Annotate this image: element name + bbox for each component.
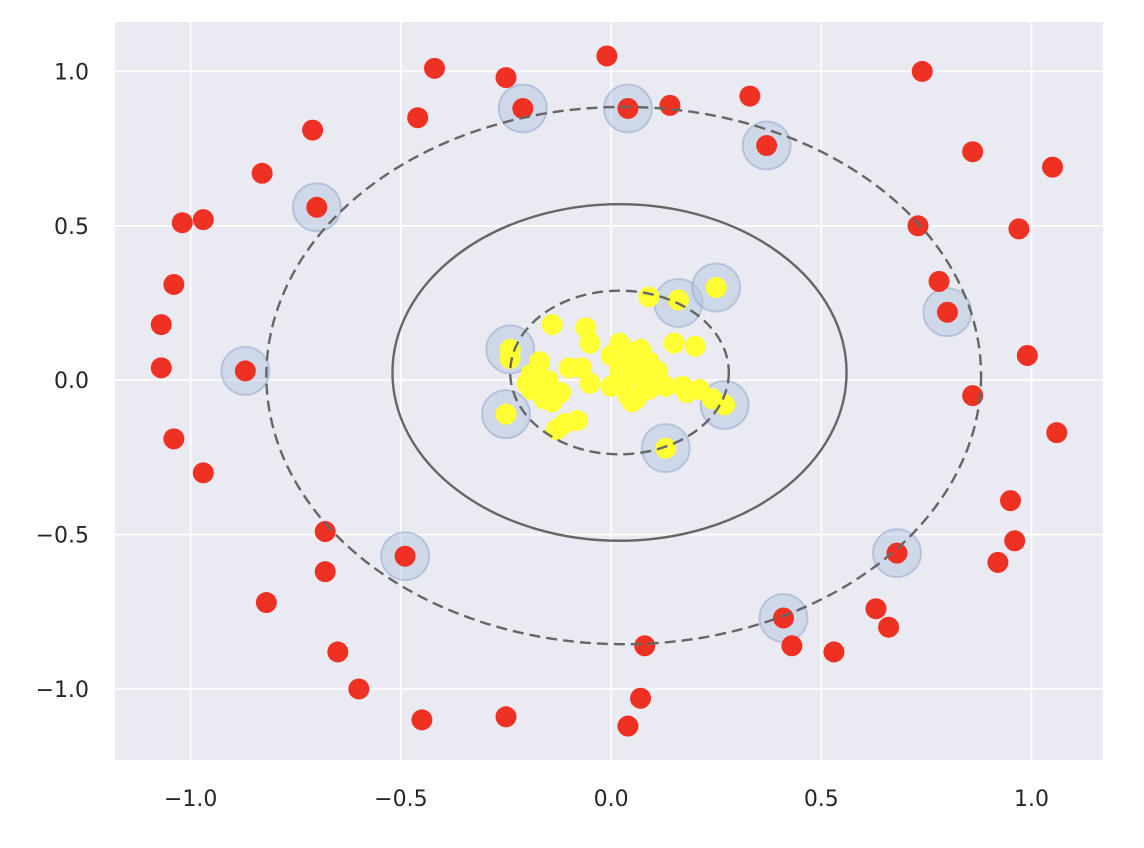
outer-class-point	[962, 385, 984, 407]
y-tick-label: −0.5	[36, 524, 89, 549]
outer-class-point	[150, 314, 172, 336]
outer-class-point	[1008, 218, 1030, 240]
outer-class-point	[928, 270, 950, 292]
inner-class-point	[495, 403, 517, 425]
inner-class-point	[638, 286, 660, 308]
inner-class-point	[714, 394, 736, 416]
inner-class-point	[566, 409, 588, 431]
outer-class-point	[192, 209, 214, 231]
outer-class-point	[1000, 490, 1022, 512]
outer-class-point	[424, 57, 446, 79]
outer-class-point	[823, 641, 845, 663]
plot-content	[150, 45, 1068, 737]
outer-class-point	[255, 592, 277, 614]
inner-class-point	[571, 357, 593, 379]
outer-class-point	[163, 428, 185, 450]
inner-class-point	[579, 372, 601, 394]
y-tick-label: 0.0	[54, 369, 89, 394]
inner-class-point	[600, 344, 622, 366]
outer-class-point	[962, 141, 984, 163]
outer-class-point	[756, 135, 778, 157]
outer-class-point	[772, 607, 794, 629]
outer-class-point	[781, 635, 803, 657]
outer-class-point	[739, 85, 761, 107]
outer-class-point	[192, 462, 214, 484]
y-tick-label: 0.5	[54, 215, 89, 240]
y-tick-labels: 1.0 0.5 0.0 −0.5 −1.0	[36, 60, 89, 703]
inner-class-point	[705, 277, 727, 299]
outer-class-point	[251, 162, 273, 184]
x-tick-label: 0.5	[804, 787, 839, 812]
outer-class-point	[150, 357, 172, 379]
x-tick-labels: −1.0 −0.5 0.0 0.5 1.0	[164, 787, 1049, 812]
inner-class-point	[579, 332, 601, 354]
inner-class-point	[600, 375, 622, 397]
outer-class-point	[495, 67, 517, 89]
contour-level-pos1	[508, 289, 731, 456]
outer-class-point	[327, 641, 349, 663]
outer-class-point	[314, 520, 336, 542]
inner-class-point	[541, 314, 563, 336]
x-tick-label: −0.5	[374, 787, 427, 812]
inner-class-point	[676, 382, 698, 404]
outer-class-point	[617, 715, 639, 737]
outer-class-point	[659, 94, 681, 116]
outer-class-point	[617, 97, 639, 119]
support-vector-halos	[220, 83, 973, 643]
outer-class-point	[1016, 344, 1038, 366]
x-tick-label: −1.0	[164, 787, 217, 812]
outer-class-point	[407, 107, 429, 129]
outer-class-point	[596, 45, 618, 67]
outer-class-point	[394, 545, 416, 567]
inner-class-point	[663, 332, 685, 354]
outer-class-point	[348, 678, 370, 700]
outer-class-point	[234, 360, 256, 382]
inner-class-point	[684, 335, 706, 357]
outer-class-point	[171, 212, 193, 234]
outer-class-point	[1046, 422, 1068, 444]
outer-class-point	[302, 119, 324, 141]
decision-contours	[265, 105, 983, 646]
outer-class-point	[911, 60, 933, 82]
x-tick-label: 1.0	[1014, 787, 1049, 812]
outer-class-point	[630, 687, 652, 709]
outer-class-point	[865, 598, 887, 620]
outer-class-point	[1004, 530, 1026, 552]
inner-class-point	[541, 391, 563, 413]
outer-class-point	[1042, 156, 1064, 178]
inner-class-point	[621, 391, 643, 413]
outer-class-point	[163, 273, 185, 295]
outer-class-point	[936, 301, 958, 323]
outer-class-point	[907, 215, 929, 237]
data-points	[150, 45, 1068, 737]
outer-class-point	[512, 97, 534, 119]
outer-class-point	[634, 635, 656, 657]
outer-class-point	[411, 709, 433, 731]
outer-class-point	[878, 616, 900, 638]
inner-class-point	[655, 437, 677, 459]
inner-class-point	[545, 419, 567, 441]
outer-class-point	[495, 706, 517, 728]
outer-class-point	[314, 561, 336, 583]
outer-class-point	[306, 196, 328, 218]
outer-class-point	[987, 551, 1009, 573]
inner-class-point	[655, 375, 677, 397]
contour-level-neg1	[265, 105, 983, 646]
x-tick-label: 0.0	[594, 787, 629, 812]
y-tick-label: −1.0	[36, 678, 89, 703]
contour-level-0	[391, 202, 848, 542]
inner-class-point	[499, 348, 521, 370]
y-tick-label: 1.0	[54, 60, 89, 85]
outer-class-point	[886, 542, 908, 564]
